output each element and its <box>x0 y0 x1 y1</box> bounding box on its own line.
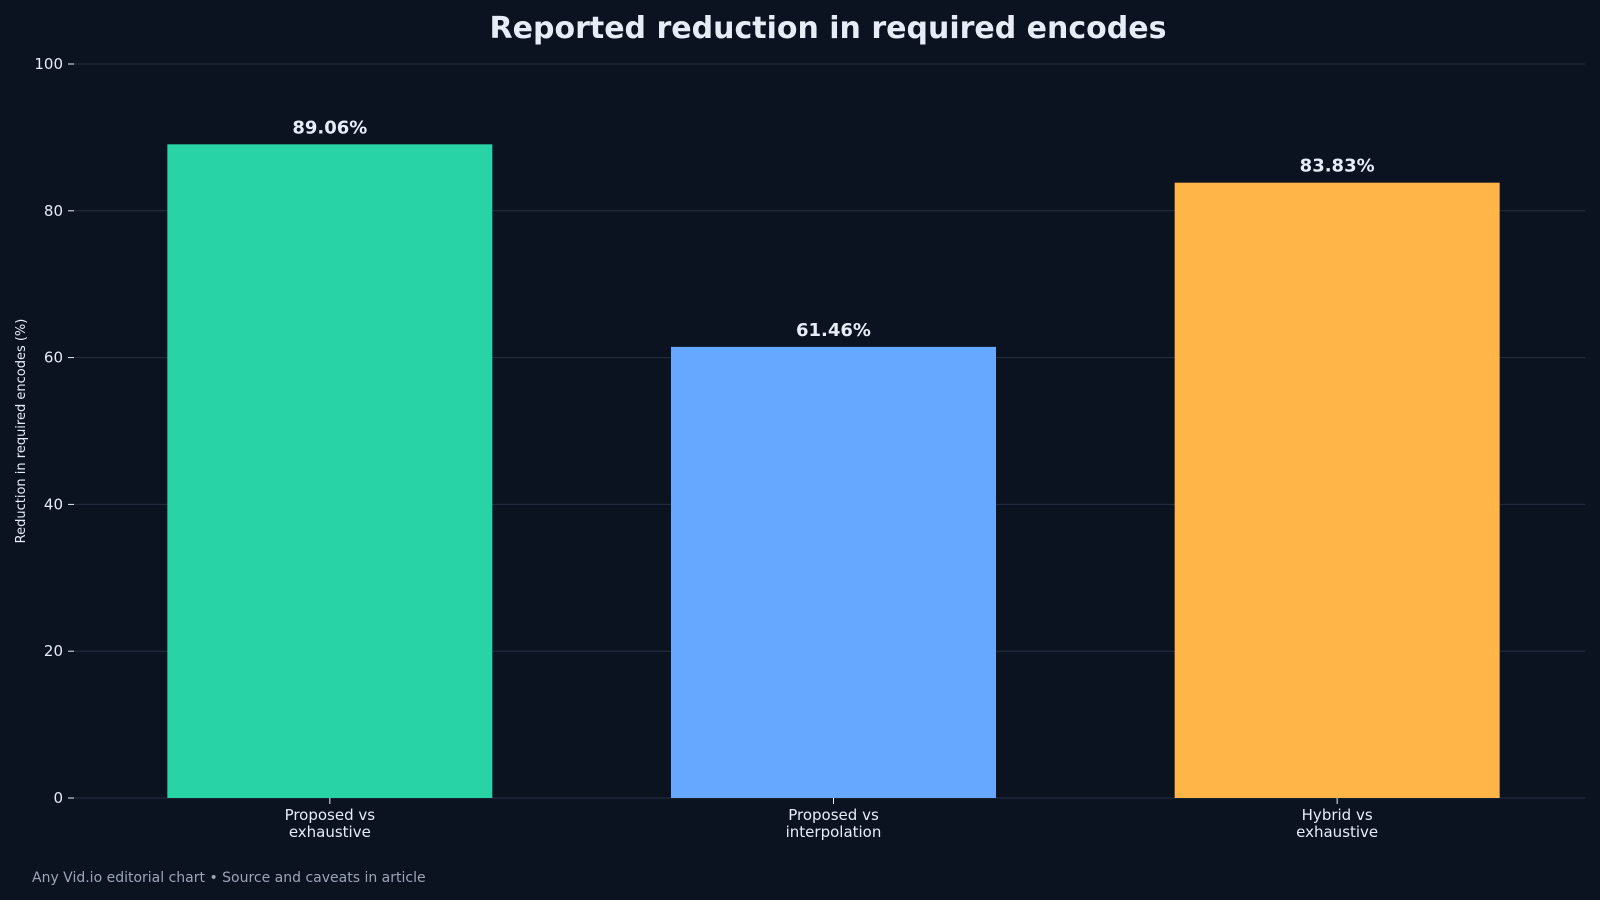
y-tick-label-40: 40 <box>44 495 63 513</box>
y-tick-label-0: 0 <box>53 789 63 807</box>
category-label-3: Hybrid vs exhaustive <box>1296 806 1378 841</box>
value-label-1: 89.06% <box>292 117 367 138</box>
category-label-line: Proposed vs <box>285 806 376 824</box>
value-label-3: 83.83% <box>1300 156 1375 177</box>
value-label-2: 61.46% <box>796 320 871 341</box>
y-tick-label-100: 100 <box>34 55 63 73</box>
y-axis-title: Reduction in required encodes (%) <box>14 319 29 544</box>
chart-title: Reported reduction in required encodes <box>490 11 1167 46</box>
category-label-1: Proposed vs exhaustive <box>285 806 376 841</box>
bar-2 <box>671 346 996 798</box>
category-label-line: exhaustive <box>1296 823 1378 841</box>
value-labels: 89.06% 61.46% 83.83% <box>292 117 1374 341</box>
y-tick-label-20: 20 <box>44 642 63 660</box>
category-label-line: Proposed vs <box>788 806 879 824</box>
bar-3 <box>1174 182 1500 798</box>
bars <box>167 144 1500 798</box>
y-tick-label-60: 60 <box>44 349 63 367</box>
category-label-line: Hybrid vs <box>1302 806 1373 824</box>
category-label-line: exhaustive <box>289 823 371 841</box>
bar-1 <box>167 144 493 798</box>
footer-note: Any Vid.io editorial chart • Source and … <box>32 870 426 886</box>
y-axis: 0 20 40 60 80 100 <box>34 55 74 807</box>
category-label-2: Proposed vs interpolation <box>786 806 882 841</box>
category-label-line: interpolation <box>786 823 882 841</box>
y-tick-label-80: 80 <box>44 202 63 220</box>
